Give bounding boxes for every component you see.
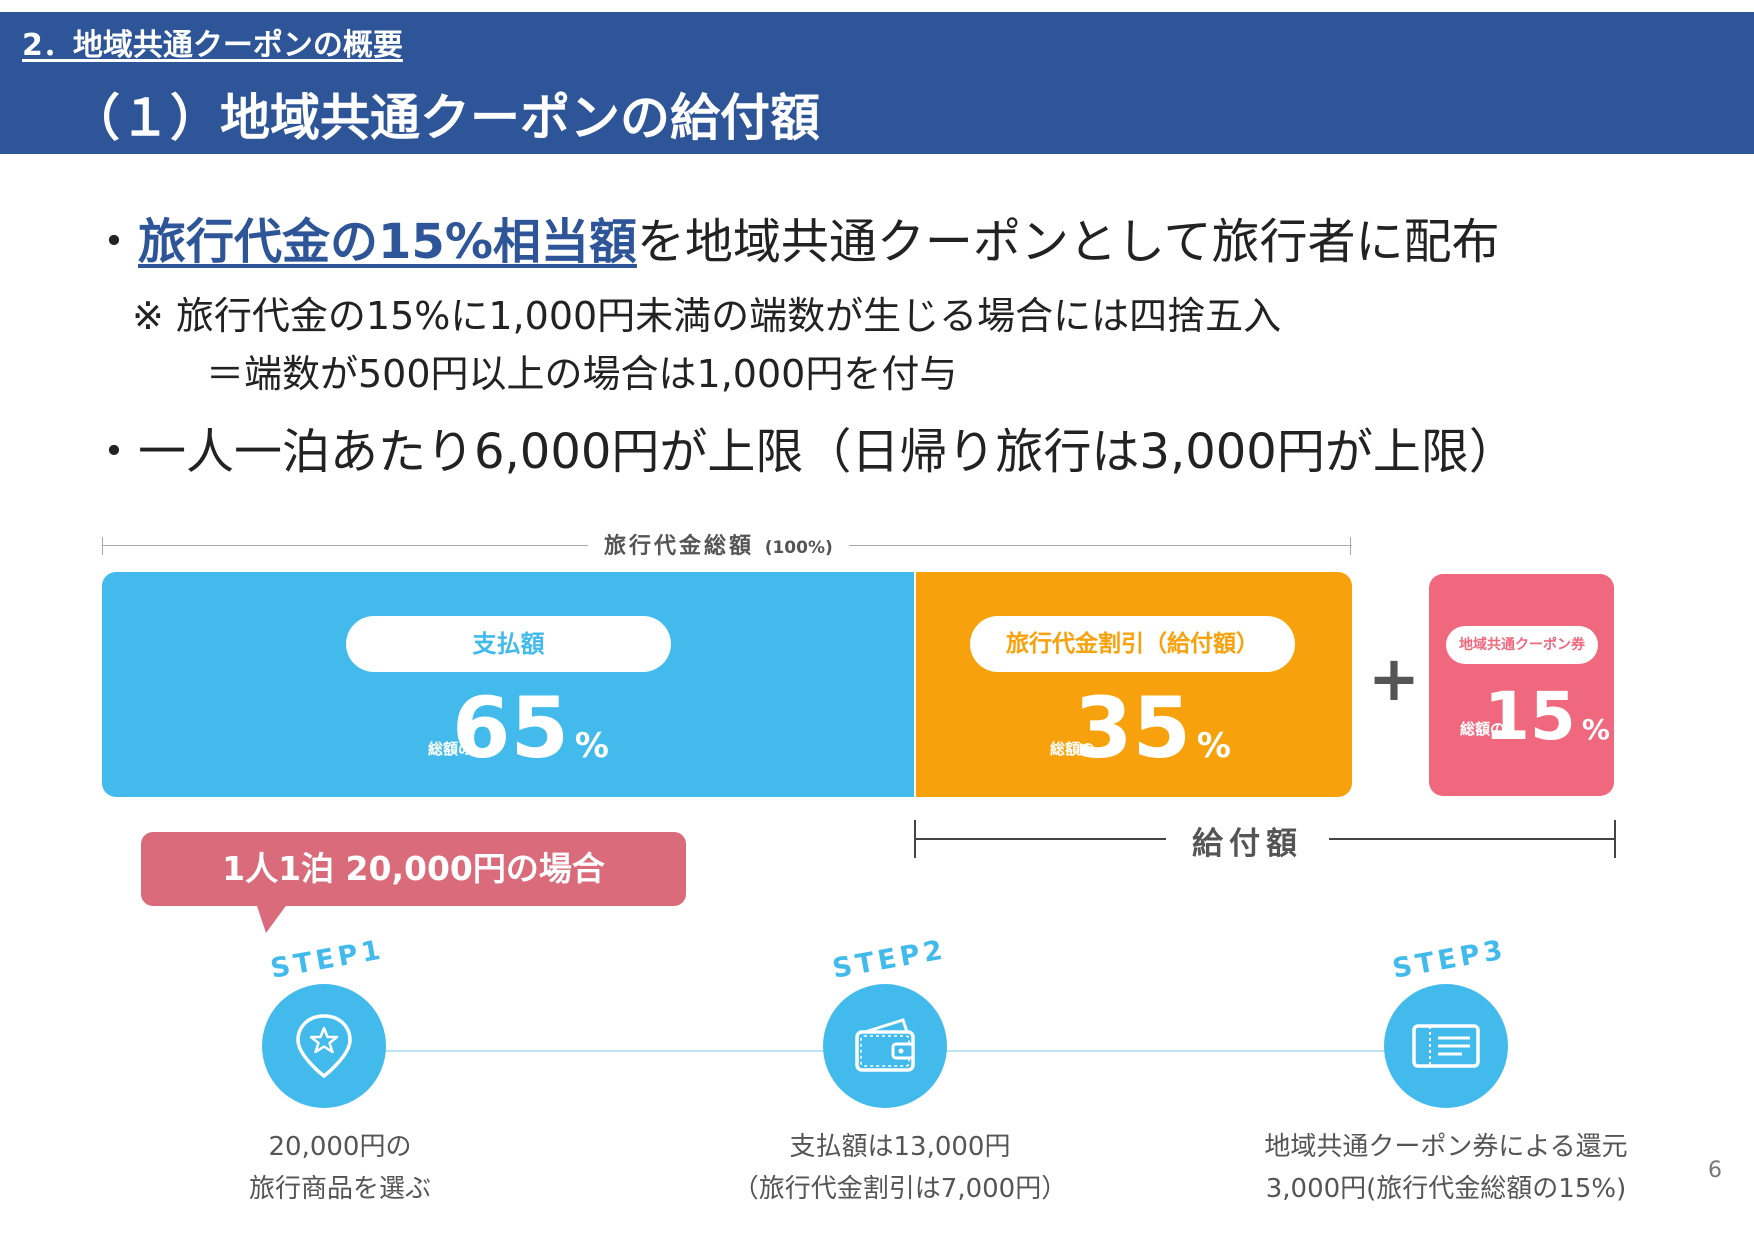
total-bracket-tick-left [102, 537, 103, 555]
step2-label: STEP2 [830, 934, 949, 985]
total-label-pct: (100%) [764, 538, 833, 558]
highlight-rate: 旅行代金の15%相当額 [138, 214, 637, 270]
page-title: （１）地域共通クーポンの給付額 [70, 89, 820, 147]
bullet-rest: を地域共通クーポンとして旅行者に配布 [636, 214, 1500, 270]
section-label: 2．地域共通クーポンの概要 [22, 28, 403, 63]
total-label: 旅行代金総額 (100%) [588, 528, 849, 560]
page-number: 6 [1708, 1158, 1722, 1183]
payment-prefix: 総額の [428, 740, 474, 758]
plus-icon: + [1368, 642, 1420, 715]
discount-prefix: 総額の [1050, 740, 1096, 758]
segment-payment [102, 572, 914, 797]
coupon-unit: % [1581, 713, 1610, 746]
bullet-mark: ・ [90, 214, 139, 270]
payment-percent: 総額の65% [428, 686, 609, 770]
step3-line1: 地域共通クーポン券による還元 [1264, 1132, 1628, 1162]
discount-unit: % [1196, 726, 1231, 766]
step3-description: 地域共通クーポン券による還元 3,000円(旅行代金総額の15%) [1236, 1126, 1656, 1210]
coupon-value: 15 [1484, 678, 1576, 755]
step3-label: STEP3 [1390, 934, 1509, 985]
bullet-coupon-rate: ・旅行代金の15%相当額を地域共通クーポンとして旅行者に配布 [90, 202, 1499, 272]
segment-coupon [1429, 574, 1614, 796]
note-rounding-detail: ＝端数が500円以上の場合は1,000円を付与 [206, 352, 958, 396]
benefit-bracket-tick-left [914, 820, 916, 858]
step2-description: 支払額は13,000円 （旅行代金割引は7,000円） [690, 1126, 1110, 1210]
payment-unit: % [574, 726, 609, 766]
coupon-ticket-icon [1384, 984, 1508, 1108]
callout-tail [256, 903, 288, 933]
map-pin-star-icon [262, 984, 386, 1108]
step1-line2: 旅行商品を選ぶ [248, 1174, 431, 1204]
payment-label: 支払額 [346, 616, 671, 672]
segment-discount [914, 572, 1352, 797]
coupon-prefix: 総額の [1460, 720, 1506, 738]
payment-value: 65 [452, 679, 569, 777]
example-callout: 1人1泊 20,000円の場合 [141, 832, 686, 906]
step1-line1: 20,000円の [268, 1132, 412, 1162]
step3-line2: 3,000円(旅行代金総額の15%) [1265, 1174, 1627, 1204]
discount-percent: 総額の35% [1050, 686, 1231, 770]
benefit-label: 給付額 [1166, 818, 1329, 863]
bullet-upper-limit: ・一人一泊あたり6,000円が上限（日帰り旅行は3,000円が上限） [90, 424, 1517, 480]
total-label-text: 旅行代金総額 [604, 534, 755, 559]
coupon-label: 地域共通クーポン券 [1446, 626, 1598, 664]
step2-line1: 支払額は13,000円 [789, 1132, 1011, 1162]
discount-value: 35 [1074, 679, 1191, 777]
discount-label: 旅行代金割引（給付額） [970, 616, 1295, 672]
total-bracket-tick-right [1350, 537, 1351, 555]
header-bar [0, 12, 1754, 154]
benefit-bracket-tick-right [1614, 820, 1616, 858]
step2-line2: （旅行代金割引は7,000円） [732, 1174, 1068, 1204]
note-rounding: ※ 旅行代金の15%に1,000円未満の端数が生じる場合には四捨五入 [132, 294, 1282, 338]
step1-label: STEP1 [268, 934, 387, 985]
step1-description: 20,000円の 旅行商品を選ぶ [130, 1126, 550, 1210]
coupon-percent: 総額の15% [1460, 684, 1610, 750]
wallet-icon [823, 984, 947, 1108]
